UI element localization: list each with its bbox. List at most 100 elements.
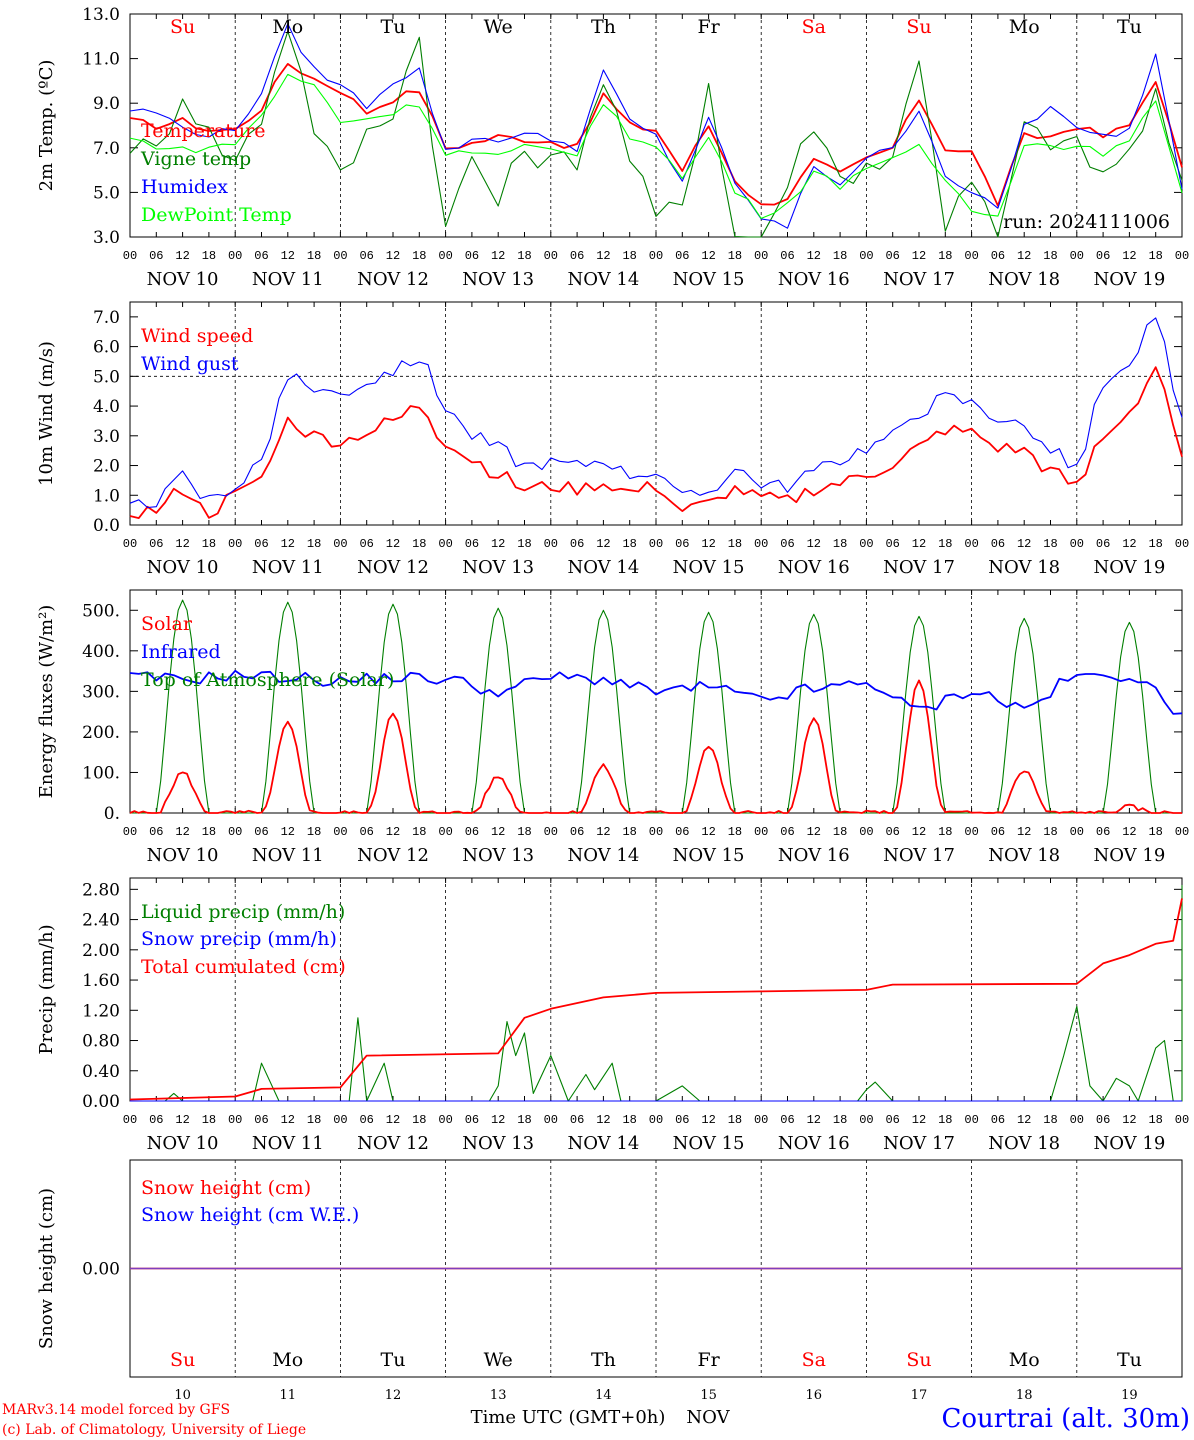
hour-tick-label: 12 <box>386 1113 400 1127</box>
weekday-label: Th <box>591 16 616 38</box>
date-label: NOV 19 <box>1093 1133 1165 1154</box>
hour-tick-label: 06 <box>359 249 373 263</box>
hour-tick-label: 06 <box>465 249 479 263</box>
date-label: NOV 18 <box>988 557 1060 578</box>
credit-line-1: MARv3.14 model forced by GFS <box>2 1402 230 1418</box>
series-line-top-of-atmosphere <box>130 599 1182 814</box>
hour-tick-label: 12 <box>281 825 295 839</box>
hour-tick-label: 06 <box>1096 537 1110 551</box>
hour-tick-label: 12 <box>175 1113 189 1127</box>
hour-tick-label: 00 <box>1070 1113 1084 1127</box>
date-label: NOV 19 <box>1093 269 1165 290</box>
hour-tick-label: 00 <box>754 1113 768 1127</box>
date-label: NOV 13 <box>462 1133 534 1154</box>
day-number-label: 12 <box>385 1388 402 1403</box>
hour-tick-label: 18 <box>1043 1113 1057 1127</box>
y-tick-label: 200. <box>82 723 120 743</box>
hour-tick-label: 12 <box>1122 249 1136 263</box>
legend-entry: DewPoint Temp <box>141 204 292 226</box>
weekday-label: Su <box>906 16 931 38</box>
hour-tick-label: 06 <box>780 825 794 839</box>
y-tick-label: 3.0 <box>93 427 120 447</box>
run-label: run: 2024111006 <box>1003 211 1170 233</box>
y-axis-label: 10m Wind (m/s) <box>36 341 57 486</box>
series-line-wind-speed <box>129 366 1183 519</box>
y-tick-label: 9.0 <box>93 94 120 114</box>
hour-tick-label: 00 <box>544 825 558 839</box>
hour-tick-label: 06 <box>991 249 1005 263</box>
legend-entry: Wind gust <box>141 353 239 375</box>
weekday-label: Tu <box>381 1349 406 1371</box>
hour-tick-label: 06 <box>465 537 479 551</box>
y-tick-label: 2.80 <box>82 880 120 900</box>
hour-tick-label: 12 <box>807 825 821 839</box>
y-axis-label: Precip (mm/h) <box>36 924 57 1054</box>
credit-line-2: (c) Lab. of Climatology, University of L… <box>2 1422 306 1438</box>
hour-tick-label: 06 <box>149 1113 163 1127</box>
date-label: NOV 16 <box>778 1133 850 1154</box>
hour-tick-label: 18 <box>728 537 742 551</box>
legend-entry: Infrared <box>141 641 221 663</box>
weekday-label: We <box>484 1349 513 1371</box>
date-label: NOV 19 <box>1093 557 1165 578</box>
date-label: NOV 16 <box>778 845 850 866</box>
date-label: NOV 16 <box>778 269 850 290</box>
hour-tick-label: 06 <box>570 537 584 551</box>
day-number-label: 18 <box>1016 1388 1033 1403</box>
series-line-vigne-temp <box>129 30 1183 238</box>
hour-tick-label: 00 <box>964 249 978 263</box>
hour-tick-label: 00 <box>649 249 663 263</box>
legend-entry: Snow precip (mm/h) <box>141 928 337 950</box>
hour-tick-label: 00 <box>438 537 452 551</box>
hour-tick-label: 18 <box>202 537 216 551</box>
hour-tick-label: 00 <box>649 825 663 839</box>
day-number-label: 19 <box>1121 1388 1138 1403</box>
series-line-humidex <box>129 23 1183 229</box>
hour-tick-label: 06 <box>570 249 584 263</box>
hour-tick-label: 12 <box>1017 537 1031 551</box>
hour-tick-label: 00 <box>438 825 452 839</box>
date-label: NOV 10 <box>147 845 219 866</box>
hour-tick-label: 00 <box>544 1113 558 1127</box>
hour-tick-label: 06 <box>780 249 794 263</box>
hour-tick-label: 12 <box>912 537 926 551</box>
hour-tick-label: 18 <box>307 825 321 839</box>
weekday-label: Sa <box>802 16 826 38</box>
hour-tick-label: 12 <box>912 825 926 839</box>
hour-tick-label: 06 <box>254 537 268 551</box>
plot-frame <box>129 589 1183 814</box>
hour-tick-label: 18 <box>412 825 426 839</box>
hour-tick-label: 06 <box>149 537 163 551</box>
hour-tick-label: 12 <box>701 825 715 839</box>
hour-tick-label: 12 <box>1122 1113 1136 1127</box>
hour-tick-label: 00 <box>1175 1113 1189 1127</box>
hour-tick-label: 00 <box>859 825 873 839</box>
x-axis-label: Time UTC (GMT+0h) <box>471 1407 666 1428</box>
weekday-label: We <box>484 16 513 38</box>
hour-tick-label: 18 <box>1148 825 1162 839</box>
hour-tick-label: 12 <box>386 825 400 839</box>
y-tick-label: 5.0 <box>93 183 120 203</box>
weekday-label: Tu <box>381 16 406 38</box>
hour-tick-label: 00 <box>123 825 137 839</box>
date-label: NOV 13 <box>462 269 534 290</box>
hour-tick-label: 06 <box>780 537 794 551</box>
date-label: NOV 10 <box>147 269 219 290</box>
hour-tick-label: 18 <box>622 1113 636 1127</box>
hour-tick-label: 00 <box>123 249 137 263</box>
date-label: NOV 17 <box>883 557 955 578</box>
y-tick-label: 2.00 <box>82 941 120 961</box>
hour-tick-label: 00 <box>333 825 347 839</box>
hour-tick-label: 18 <box>1043 537 1057 551</box>
hour-tick-label: 18 <box>833 249 847 263</box>
date-label: NOV 17 <box>883 269 955 290</box>
hour-tick-label: 06 <box>359 825 373 839</box>
weekday-label: Tu <box>1117 1349 1142 1371</box>
weekday-label: Sa <box>802 1349 826 1371</box>
hour-tick-label: 18 <box>1148 1113 1162 1127</box>
y-tick-label: 1.60 <box>82 971 120 991</box>
hour-tick-label: 12 <box>386 537 400 551</box>
hour-tick-label: 12 <box>596 537 610 551</box>
y-axis-label: 2m Temp. (ºC) <box>36 60 57 192</box>
